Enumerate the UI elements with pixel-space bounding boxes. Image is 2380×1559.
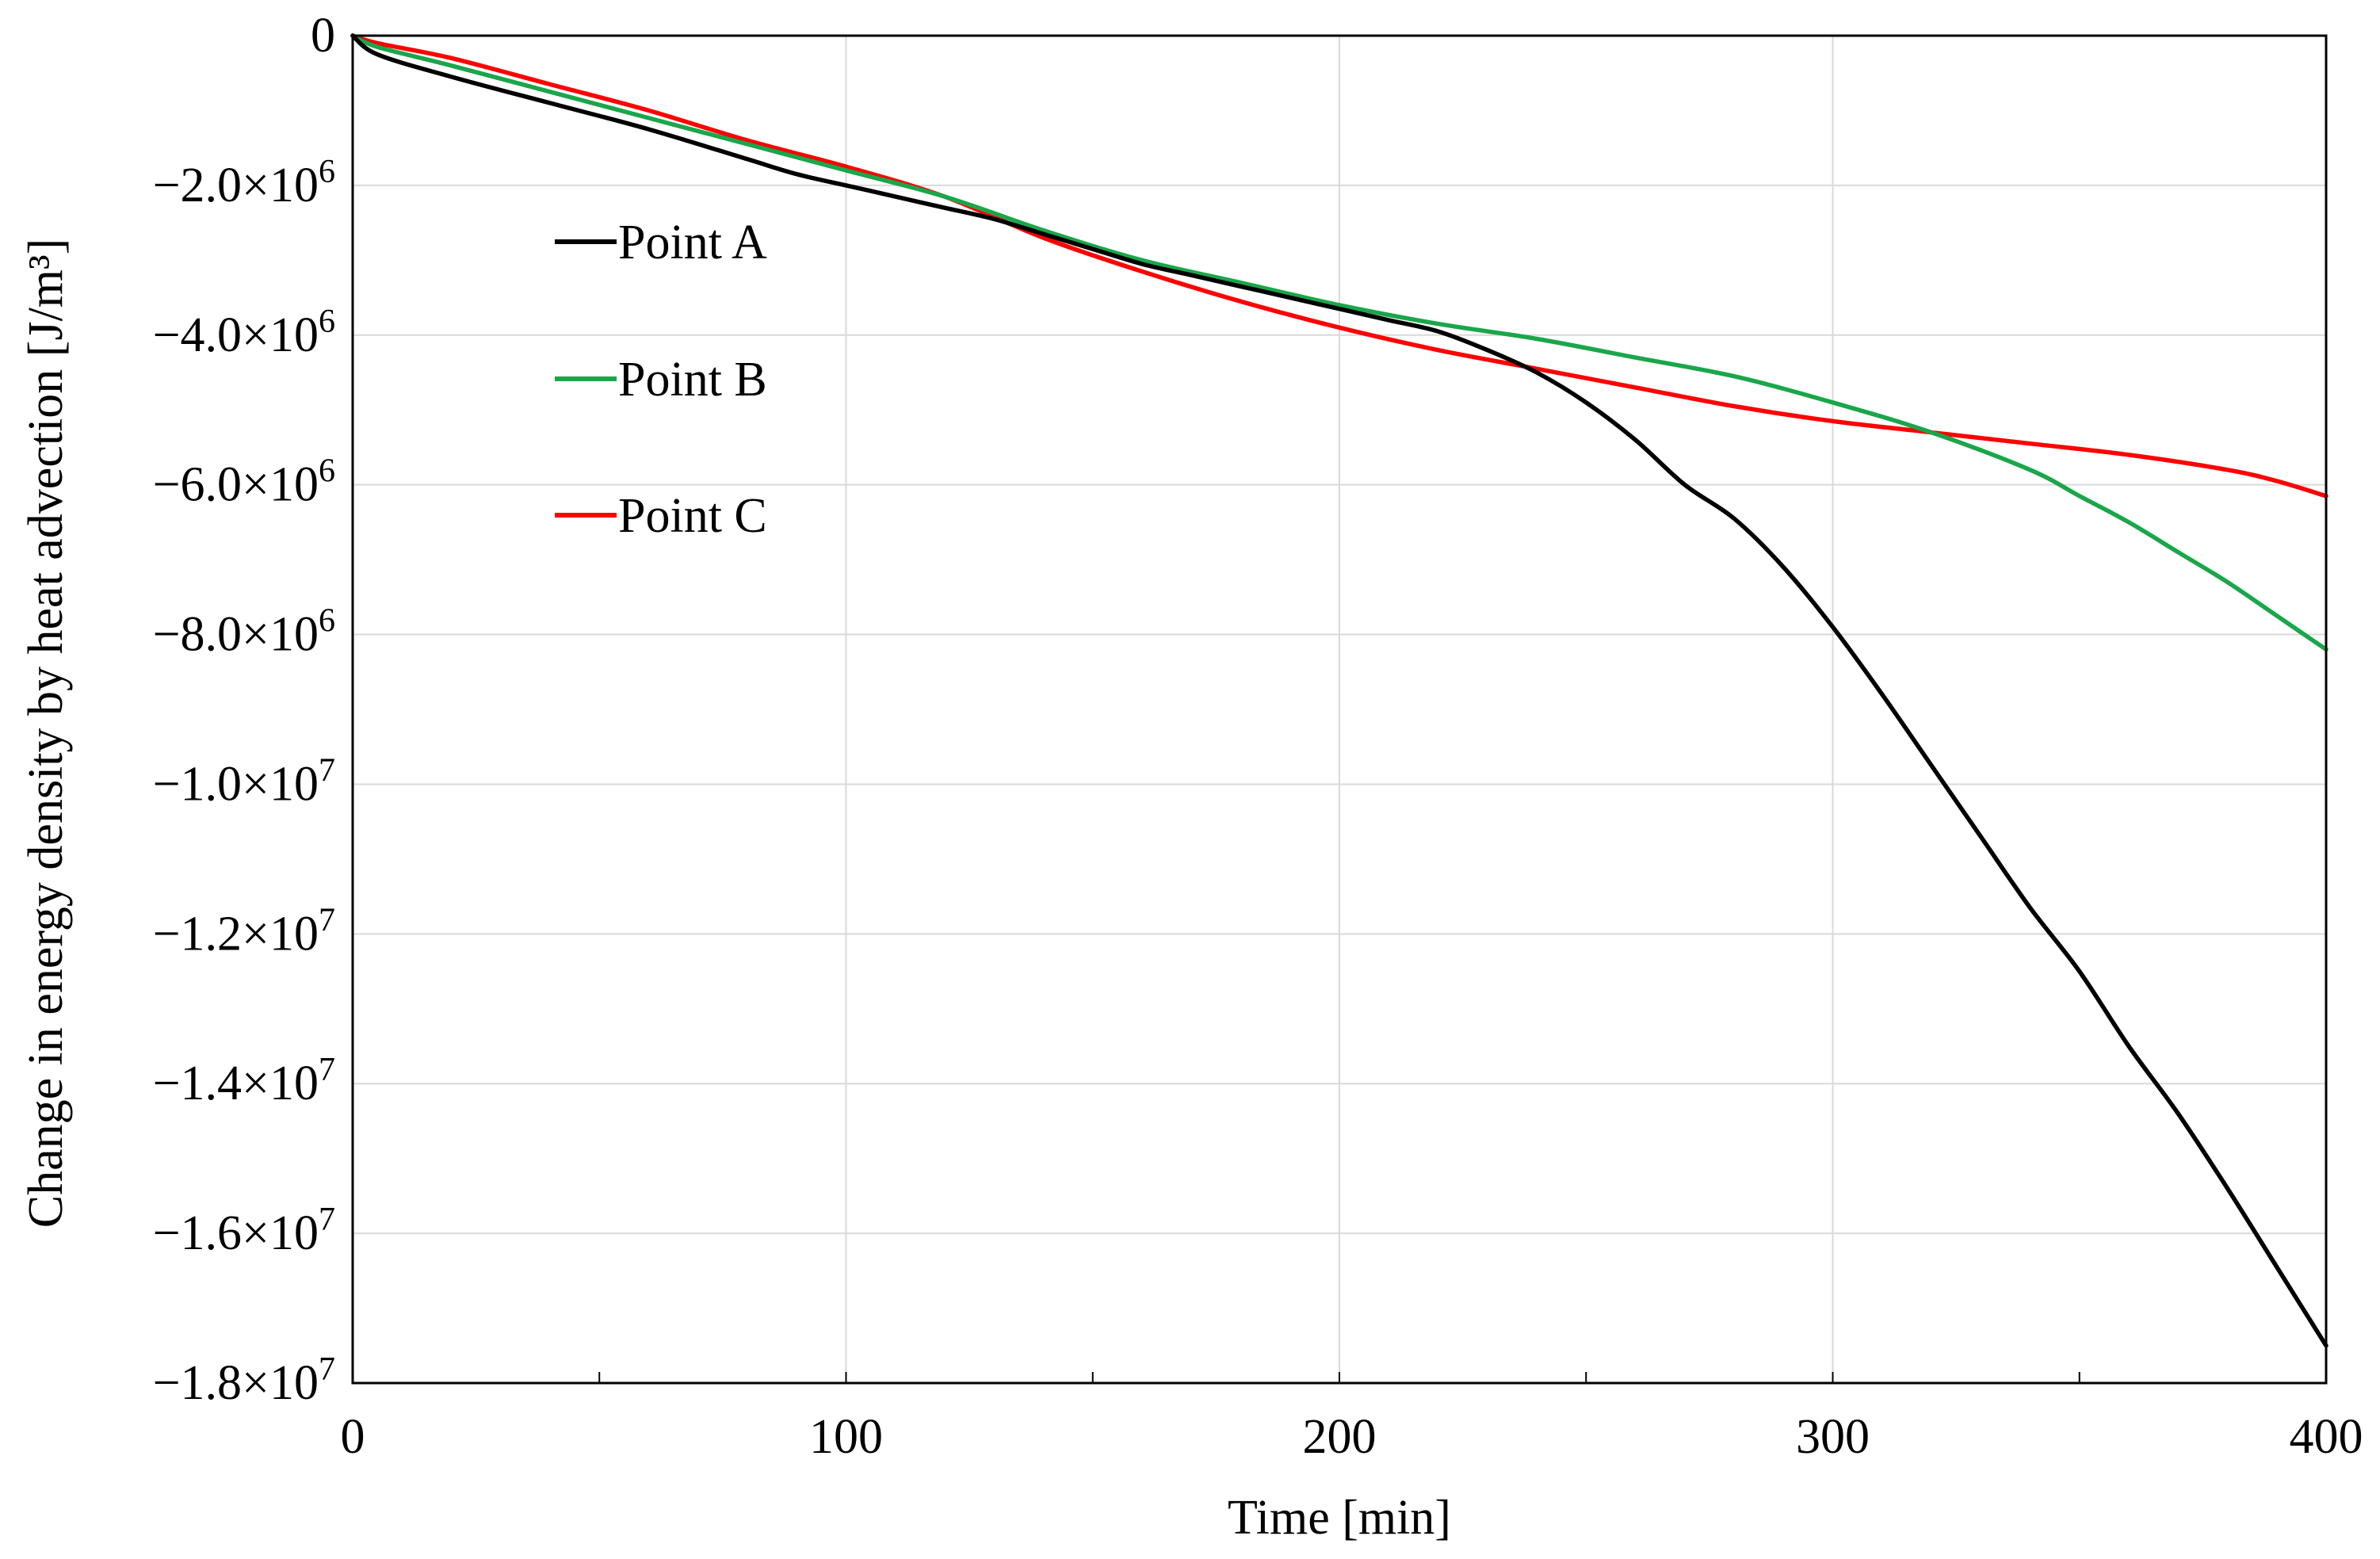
x-axis-title: Time [min] — [1228, 1491, 1451, 1545]
y-tick-label: −1.2×107 — [153, 902, 335, 961]
y-tick-label: −1.4×107 — [153, 1052, 335, 1110]
legend-label-point-b: Point B — [618, 353, 767, 407]
y-axis-title: Change in energy density by heat advecti… — [19, 239, 73, 1228]
legend-label-point-a: Point A — [618, 216, 767, 269]
y-tick-label: −6.0×106 — [153, 453, 335, 512]
y-tick-label: −1.0×107 — [153, 752, 335, 811]
x-tick-labels: 0 100 200 300 400 — [341, 1410, 2363, 1464]
y-tick-label: −8.0×106 — [153, 603, 335, 662]
series-line-point-b — [350, 33, 2328, 652]
x-tick-label: 200 — [1303, 1410, 1377, 1464]
legend-label-point-c: Point C — [618, 489, 767, 543]
x-tick-label: 100 — [809, 1410, 883, 1464]
tick-marks — [352, 1372, 2327, 1383]
legend: Point A Point B Point C — [555, 216, 767, 543]
x-tick-label: 0 — [341, 1410, 365, 1464]
y-tick-labels: 0 −2.0×106 −4.0×106 −6.0×106 −8.0×106 −1.0×10… — [153, 9, 335, 1410]
series-layer — [350, 33, 2328, 1348]
series-line-point-c — [350, 33, 2328, 499]
grid — [353, 36, 2326, 1383]
y-tick-label: 0 — [311, 9, 335, 63]
series-line-point-a — [350, 33, 2328, 1348]
x-tick-label: 400 — [2290, 1410, 2363, 1464]
y-tick-label: −2.0×106 — [153, 154, 335, 212]
y-tick-label: −1.8×107 — [153, 1351, 335, 1410]
y-tick-label: −4.0×106 — [153, 304, 335, 362]
x-tick-label: 300 — [1796, 1410, 1870, 1464]
y-tick-label: −1.6×107 — [153, 1202, 335, 1260]
